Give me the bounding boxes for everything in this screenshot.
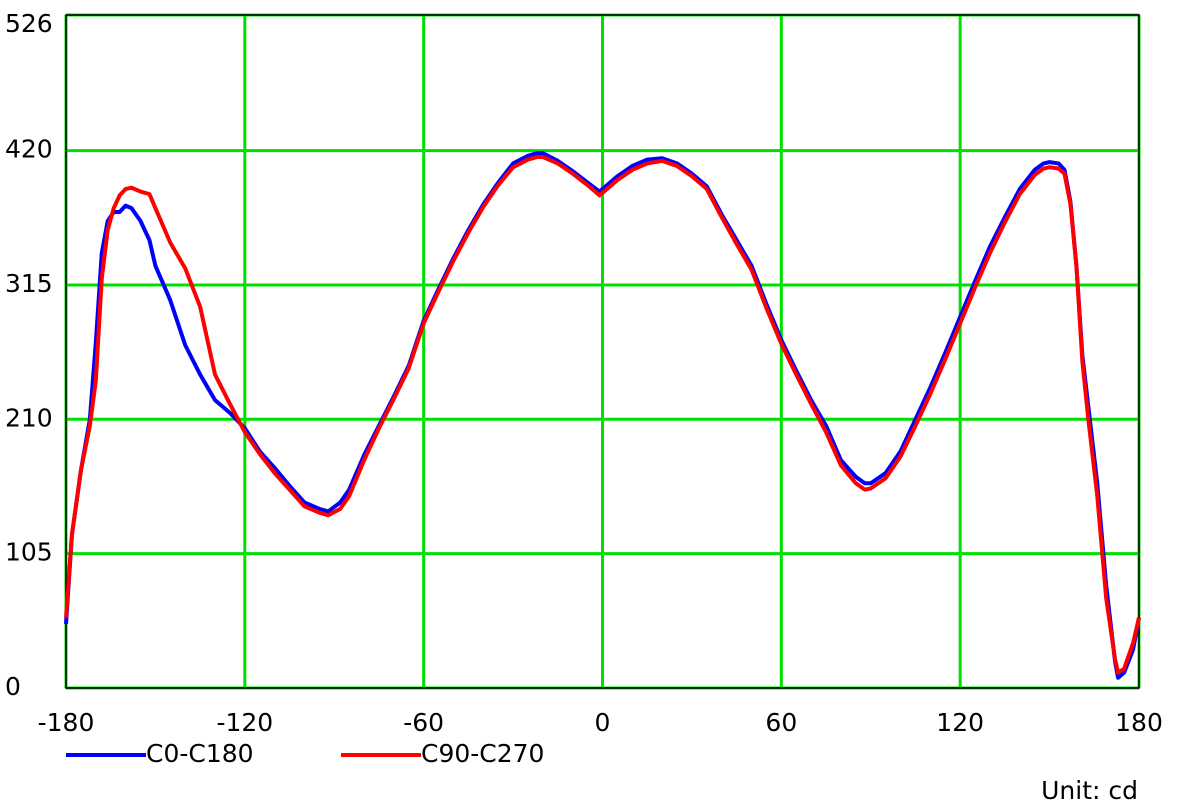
y-tick-label: 420 [5,135,53,164]
y-tick-label: 0 [5,672,21,701]
plot-frame [65,14,1140,689]
x-tick-label: -120 [216,708,273,737]
y-tick-label: 210 [5,403,53,432]
legend-label: C0-C180 [146,739,254,768]
x-tick-label: -180 [38,708,95,737]
y-tick-label: 105 [5,538,53,567]
x-tick-label: 0 [595,708,611,737]
x-tick-label: -60 [403,708,444,737]
x-tick-label: 120 [936,708,984,737]
y-tick-label: 526 [5,9,53,38]
y-tick-label: 315 [5,269,53,298]
series-line [64,155,1141,675]
annotation: Unit: cd [1041,776,1138,805]
series-line [64,151,1141,680]
x-tick-label: 60 [765,708,797,737]
x-tick-label: 180 [1115,708,1163,737]
legend-label: C90-C270 [421,739,544,768]
